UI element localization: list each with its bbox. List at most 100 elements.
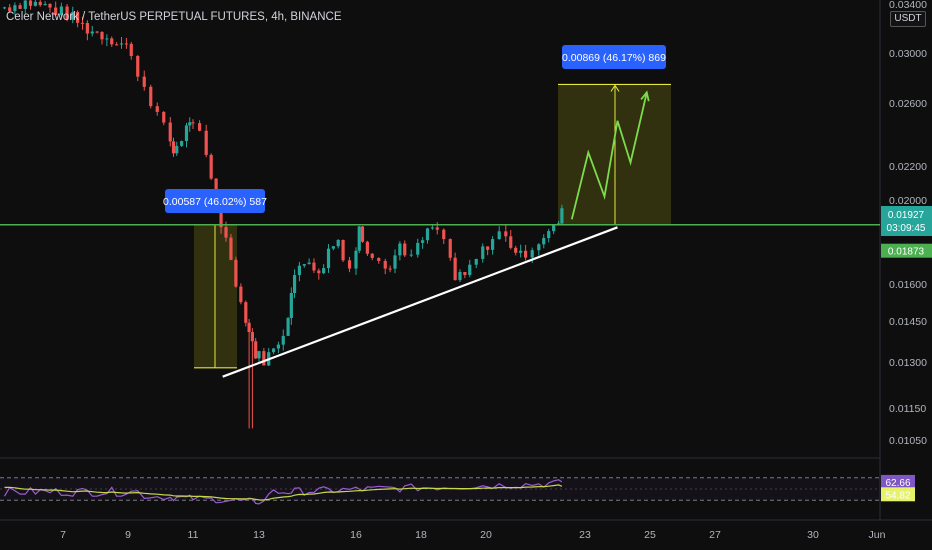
candle-body bbox=[547, 231, 551, 239]
price-tick-label: 0.03000 bbox=[889, 48, 927, 60]
candle-body bbox=[552, 225, 556, 232]
rsi-ma-tag bbox=[881, 487, 915, 502]
candle-body bbox=[486, 246, 490, 250]
candle-body bbox=[162, 111, 166, 123]
currency-button[interactable]: USDT bbox=[890, 11, 926, 27]
candle-body bbox=[262, 351, 266, 366]
time-tick-label: 27 bbox=[709, 529, 721, 541]
candle-body bbox=[519, 250, 523, 253]
candle-body bbox=[530, 250, 534, 258]
target-measure-label: 0.00869 (46.17%) 869 bbox=[562, 52, 666, 64]
candle-body bbox=[124, 43, 128, 45]
candle-body bbox=[85, 22, 89, 34]
price-tick-label: 0.01600 bbox=[889, 279, 927, 291]
price-tick-label: 0.02600 bbox=[889, 98, 927, 110]
candle-body bbox=[302, 264, 306, 266]
candle-body bbox=[403, 243, 407, 256]
current-price-value: 0.01927 bbox=[888, 210, 925, 221]
candle-body bbox=[377, 257, 381, 261]
candle-body bbox=[224, 227, 228, 238]
candle-body bbox=[244, 302, 248, 323]
candle-body bbox=[247, 322, 251, 333]
candle-body bbox=[257, 351, 261, 359]
symbol-title-text: Celer Network / TetherUS PERPETUAL FUTUR… bbox=[6, 11, 342, 23]
candle-body bbox=[43, 3, 47, 6]
candle-body bbox=[105, 38, 109, 40]
price-tick-label: 0.01050 bbox=[889, 435, 927, 447]
candle-body bbox=[537, 244, 541, 251]
time-tick-label: 23 bbox=[579, 529, 591, 541]
price-tick-label: 0.01450 bbox=[889, 316, 927, 328]
candle-countdown: 03:09:45 bbox=[887, 223, 926, 234]
candle-body bbox=[560, 208, 564, 224]
rsi-value-tag bbox=[881, 474, 915, 489]
candle-body bbox=[48, 3, 52, 8]
candle-body bbox=[38, 1, 42, 6]
candle-body bbox=[80, 22, 85, 24]
candle-body bbox=[317, 270, 321, 274]
candle-body bbox=[198, 123, 202, 131]
price-tick-label: 0.02200 bbox=[889, 161, 927, 173]
candle-body bbox=[307, 262, 311, 265]
time-tick-label: 18 bbox=[415, 529, 427, 541]
candle-body bbox=[425, 228, 430, 241]
price-tick-label: 0.03400 bbox=[889, 0, 927, 11]
price-tick-label: 0.02000 bbox=[889, 195, 927, 207]
candle-body bbox=[289, 293, 293, 319]
candle-body bbox=[65, 6, 69, 20]
candle-body bbox=[95, 31, 99, 33]
candle-body bbox=[18, 5, 22, 9]
candle-body bbox=[250, 332, 254, 342]
rsi-ma-value: 54.82 bbox=[885, 490, 910, 501]
candle-body bbox=[59, 6, 63, 15]
projection-arrowhead bbox=[640, 90, 650, 102]
candle-body bbox=[209, 154, 213, 179]
price-tick-label: 0.01300 bbox=[889, 357, 927, 369]
time-tick-label: 9 bbox=[125, 529, 131, 541]
candle-body bbox=[336, 239, 340, 247]
symbol-title: Celer Network / TetherUS PERPETUAL FUTUR… bbox=[6, 11, 342, 23]
candle-body bbox=[71, 11, 75, 20]
candle-body bbox=[322, 268, 326, 274]
rsi-ma-line bbox=[4, 484, 563, 501]
candle-body bbox=[234, 259, 238, 287]
candle-body bbox=[354, 250, 358, 269]
candle-body bbox=[398, 243, 402, 256]
level-price-tag bbox=[881, 243, 932, 258]
time-tick-label: 13 bbox=[253, 529, 265, 541]
candle-body bbox=[326, 248, 331, 269]
candle-body bbox=[191, 122, 195, 124]
time-tick-label: Jun bbox=[869, 529, 886, 541]
candle-body bbox=[129, 43, 133, 56]
candle-body bbox=[491, 239, 495, 250]
candle-body bbox=[204, 130, 208, 155]
candle-body bbox=[90, 31, 94, 34]
candle-body bbox=[188, 122, 192, 126]
candle-body bbox=[13, 5, 17, 12]
candle-body bbox=[276, 344, 280, 349]
candle-body bbox=[409, 254, 413, 256]
candle-body bbox=[175, 145, 179, 154]
candle-body bbox=[76, 11, 80, 23]
candle-body bbox=[365, 241, 369, 254]
ascending-trendline[interactable] bbox=[222, 226, 618, 378]
candle-body bbox=[33, 1, 37, 6]
candle-body bbox=[341, 239, 345, 261]
time-tick-label: 11 bbox=[188, 529, 199, 541]
projection-path[interactable] bbox=[570, 92, 648, 220]
candle-body bbox=[453, 257, 457, 281]
candle-body bbox=[312, 262, 316, 271]
candle-body bbox=[297, 265, 302, 276]
candle-body bbox=[136, 55, 140, 77]
candle-body bbox=[219, 203, 223, 228]
candle-body bbox=[347, 260, 352, 269]
candle-body bbox=[184, 125, 189, 142]
candle-body bbox=[463, 271, 467, 276]
candle-body bbox=[514, 247, 518, 253]
candle-body bbox=[155, 106, 159, 112]
candle-body bbox=[281, 335, 285, 345]
candle-body bbox=[504, 231, 508, 237]
candle-body bbox=[8, 7, 12, 12]
candle-body bbox=[115, 44, 119, 46]
